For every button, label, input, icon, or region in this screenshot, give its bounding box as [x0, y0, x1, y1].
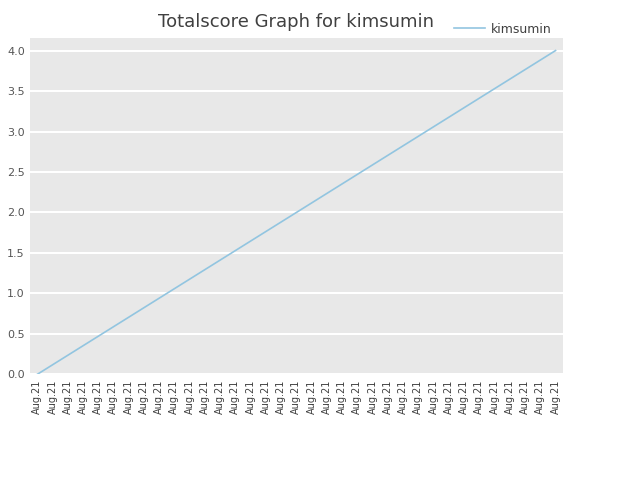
kimsumin	[369, 162, 376, 168]
Line: kimsumin: kimsumin	[37, 50, 556, 374]
kimsumin	[49, 362, 56, 368]
kimsumin	[201, 267, 209, 273]
Title: Totalscore Graph for kimsumin: Totalscore Graph for kimsumin	[158, 13, 435, 31]
kimsumin	[445, 114, 452, 120]
kimsumin	[476, 96, 483, 101]
kimsumin	[33, 372, 41, 377]
kimsumin	[323, 191, 331, 196]
kimsumin	[171, 286, 179, 291]
kimsumin	[140, 305, 148, 311]
kimsumin	[262, 228, 269, 234]
kimsumin	[186, 276, 193, 282]
kimsumin	[308, 200, 316, 206]
kimsumin	[460, 105, 468, 110]
kimsumin	[216, 257, 224, 263]
kimsumin	[277, 219, 285, 225]
kimsumin	[292, 210, 300, 216]
kimsumin	[247, 238, 255, 244]
kimsumin	[353, 171, 361, 177]
kimsumin	[125, 314, 132, 320]
kimsumin	[232, 248, 239, 253]
kimsumin	[536, 57, 544, 63]
kimsumin	[384, 153, 392, 158]
kimsumin	[339, 181, 346, 187]
kimsumin	[94, 334, 102, 339]
kimsumin	[521, 67, 529, 72]
kimsumin	[415, 133, 422, 139]
kimsumin	[430, 124, 438, 130]
kimsumin	[79, 343, 87, 348]
kimsumin	[156, 295, 163, 301]
kimsumin	[552, 48, 559, 53]
kimsumin	[109, 324, 117, 330]
Legend: kimsumin: kimsumin	[449, 18, 557, 41]
kimsumin	[506, 76, 514, 82]
kimsumin	[64, 352, 72, 358]
kimsumin	[399, 143, 407, 149]
kimsumin	[491, 86, 499, 92]
